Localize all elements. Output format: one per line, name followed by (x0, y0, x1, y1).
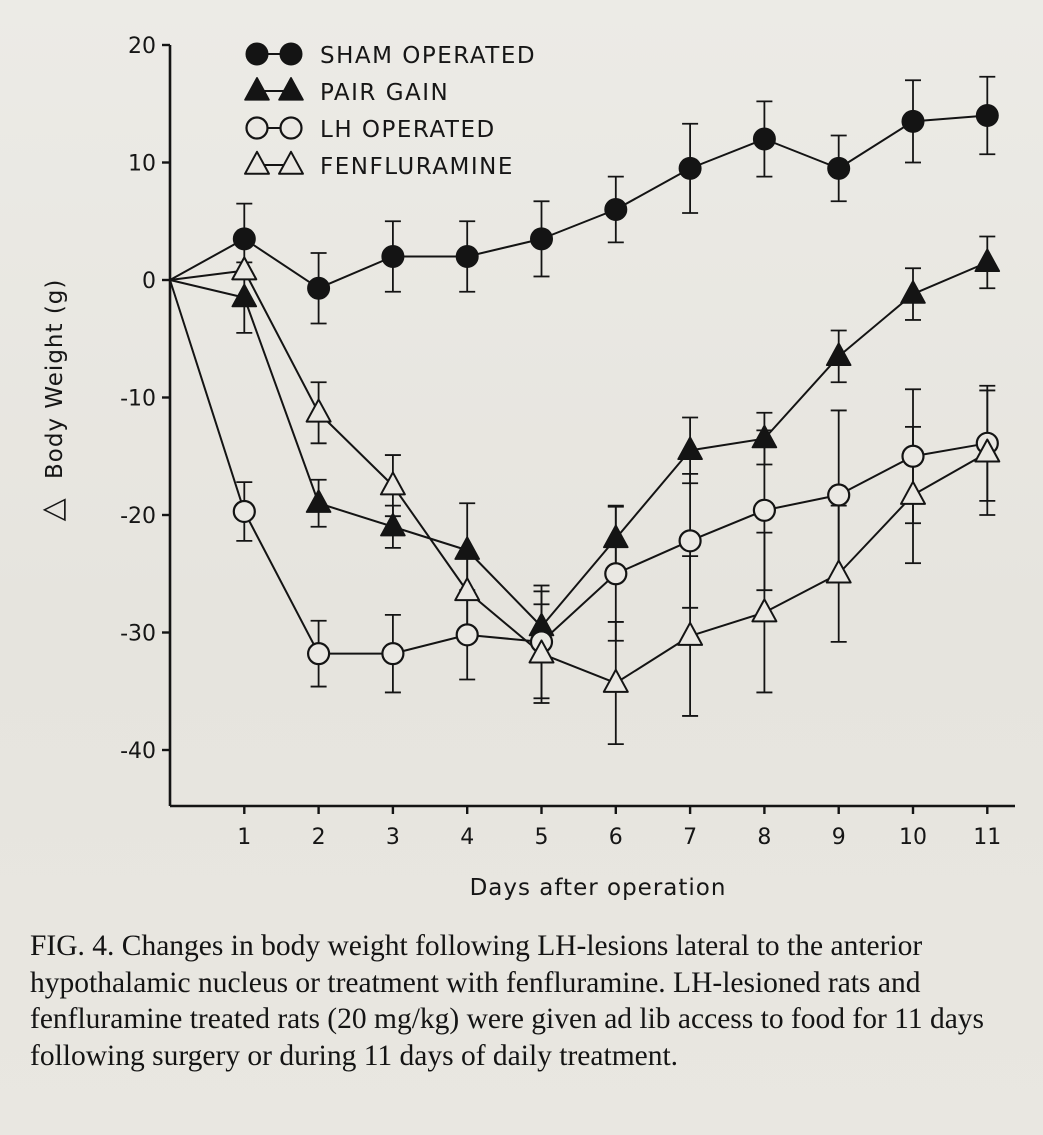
data-point-filled-triangle (900, 280, 926, 304)
chart-series-lines (169, 114, 988, 685)
data-point-open-circle (678, 529, 702, 553)
x-tick-label: 9 (832, 825, 846, 850)
legend-label: FENFLURAMINE (320, 154, 514, 180)
data-point-filled-circle (455, 245, 479, 268)
data-point-filled-triangle (677, 436, 703, 460)
data-point-filled-circle (381, 245, 405, 268)
data-point-open-triangle (528, 639, 555, 664)
data-point-filled-triangle (751, 424, 778, 449)
data-point-filled-circle (901, 109, 925, 133)
data-point-filled-triangle (380, 512, 406, 537)
y-tick-label: -10 (120, 387, 156, 412)
legend-marker (278, 150, 304, 175)
data-point-open-circle (752, 498, 777, 522)
legend-marker (279, 42, 303, 66)
legend-marker (245, 42, 269, 66)
data-point-filled-circle (307, 276, 331, 300)
chart-legend: SHAM OPERATED PAIR GAIN LH OPERATED FENFLUR… (244, 42, 536, 180)
series-line-filled-circle (169, 114, 988, 290)
data-point-open-triangle (900, 480, 926, 505)
data-point-open-triangle (231, 256, 258, 281)
data-point-open-circle (307, 642, 331, 666)
delta-symbol: △ (35, 497, 70, 521)
data-point-filled-triangle (974, 248, 1001, 272)
data-point-open-triangle (454, 577, 481, 602)
data-point-filled-circle (827, 156, 851, 180)
legend-marker (244, 77, 270, 101)
legend-label: SHAM OPERATED (320, 43, 536, 69)
chart-markers (231, 104, 1001, 693)
y-tick-label: 0 (142, 269, 156, 294)
data-point-filled-circle (530, 227, 553, 251)
x-tick-label: 2 (312, 825, 326, 850)
data-point-filled-triangle (231, 283, 258, 308)
data-point-filled-circle (232, 227, 256, 251)
x-tick-label: 4 (460, 825, 474, 850)
body-weight-line-chart: 20 10 0 -10 -20 -30 -40 1 2 3 4 5 6 7 8 9 10 11 SHAM OPER… (35, 34, 1015, 901)
data-point-open-triangle (677, 621, 704, 646)
x-tick-label: 5 (535, 825, 549, 850)
data-point-filled-triangle (825, 342, 852, 366)
data-point-open-circle (901, 444, 925, 468)
figure-caption: FIG. 4. Changes in body weight following… (30, 930, 985, 1072)
data-point-filled-circle (604, 198, 628, 221)
x-tick-label: 7 (683, 825, 697, 850)
legend-marker (244, 150, 270, 175)
x-tick-label: 6 (609, 825, 623, 850)
data-point-open-circle (827, 483, 851, 507)
legend-label: PAIR GAIN (320, 80, 449, 106)
x-tick-label: 10 (899, 825, 927, 850)
y-tick-label: -40 (120, 739, 156, 764)
chart-axis-labels: Days after operation △ Body Weight (g) (35, 279, 727, 901)
data-point-open-triangle (825, 559, 852, 584)
data-point-filled-circle (678, 156, 702, 180)
data-point-filled-circle (975, 104, 999, 127)
data-point-open-triangle (305, 398, 332, 423)
series-line-open-circle (169, 279, 988, 655)
data-point-open-circle (232, 499, 256, 524)
data-point-filled-circle (752, 127, 776, 151)
data-point-open-circle (455, 623, 479, 647)
legend-label: LH OPERATED (320, 117, 496, 143)
y-tick-label: 20 (128, 34, 156, 59)
legend-marker (245, 116, 269, 140)
legend-marker (278, 77, 304, 101)
legend-marker (279, 116, 303, 140)
y-tick-label: 10 (128, 152, 156, 177)
y-axis-title-text: Body Weight (g) (42, 279, 68, 479)
y-tick-label: -30 (120, 622, 156, 647)
data-point-filled-triangle (305, 489, 332, 513)
data-point-open-circle (381, 642, 405, 666)
chart-axes: 20 10 0 -10 -20 -30 -40 1 2 3 4 5 6 7 8 9 10 11 (120, 34, 1015, 850)
series-line-filled-triangle (169, 261, 988, 628)
data-point-open-triangle (751, 598, 778, 623)
data-point-open-triangle (379, 471, 406, 496)
series-line-open-triangle (169, 269, 988, 685)
x-axis-title: Days after operation (470, 875, 727, 901)
data-point-filled-triangle (454, 536, 481, 560)
data-point-filled-triangle (602, 524, 629, 549)
data-point-open-triangle (974, 438, 1001, 463)
data-point-open-circle (604, 562, 628, 586)
x-tick-label: 1 (237, 825, 251, 850)
data-point-open-triangle (602, 668, 629, 693)
y-tick-label: -20 (120, 504, 156, 529)
x-tick-label: 8 (757, 825, 771, 850)
x-tick-label: 3 (386, 825, 400, 850)
x-tick-label: 11 (973, 825, 1001, 850)
y-axis-title: △ Body Weight (g) (35, 279, 70, 522)
